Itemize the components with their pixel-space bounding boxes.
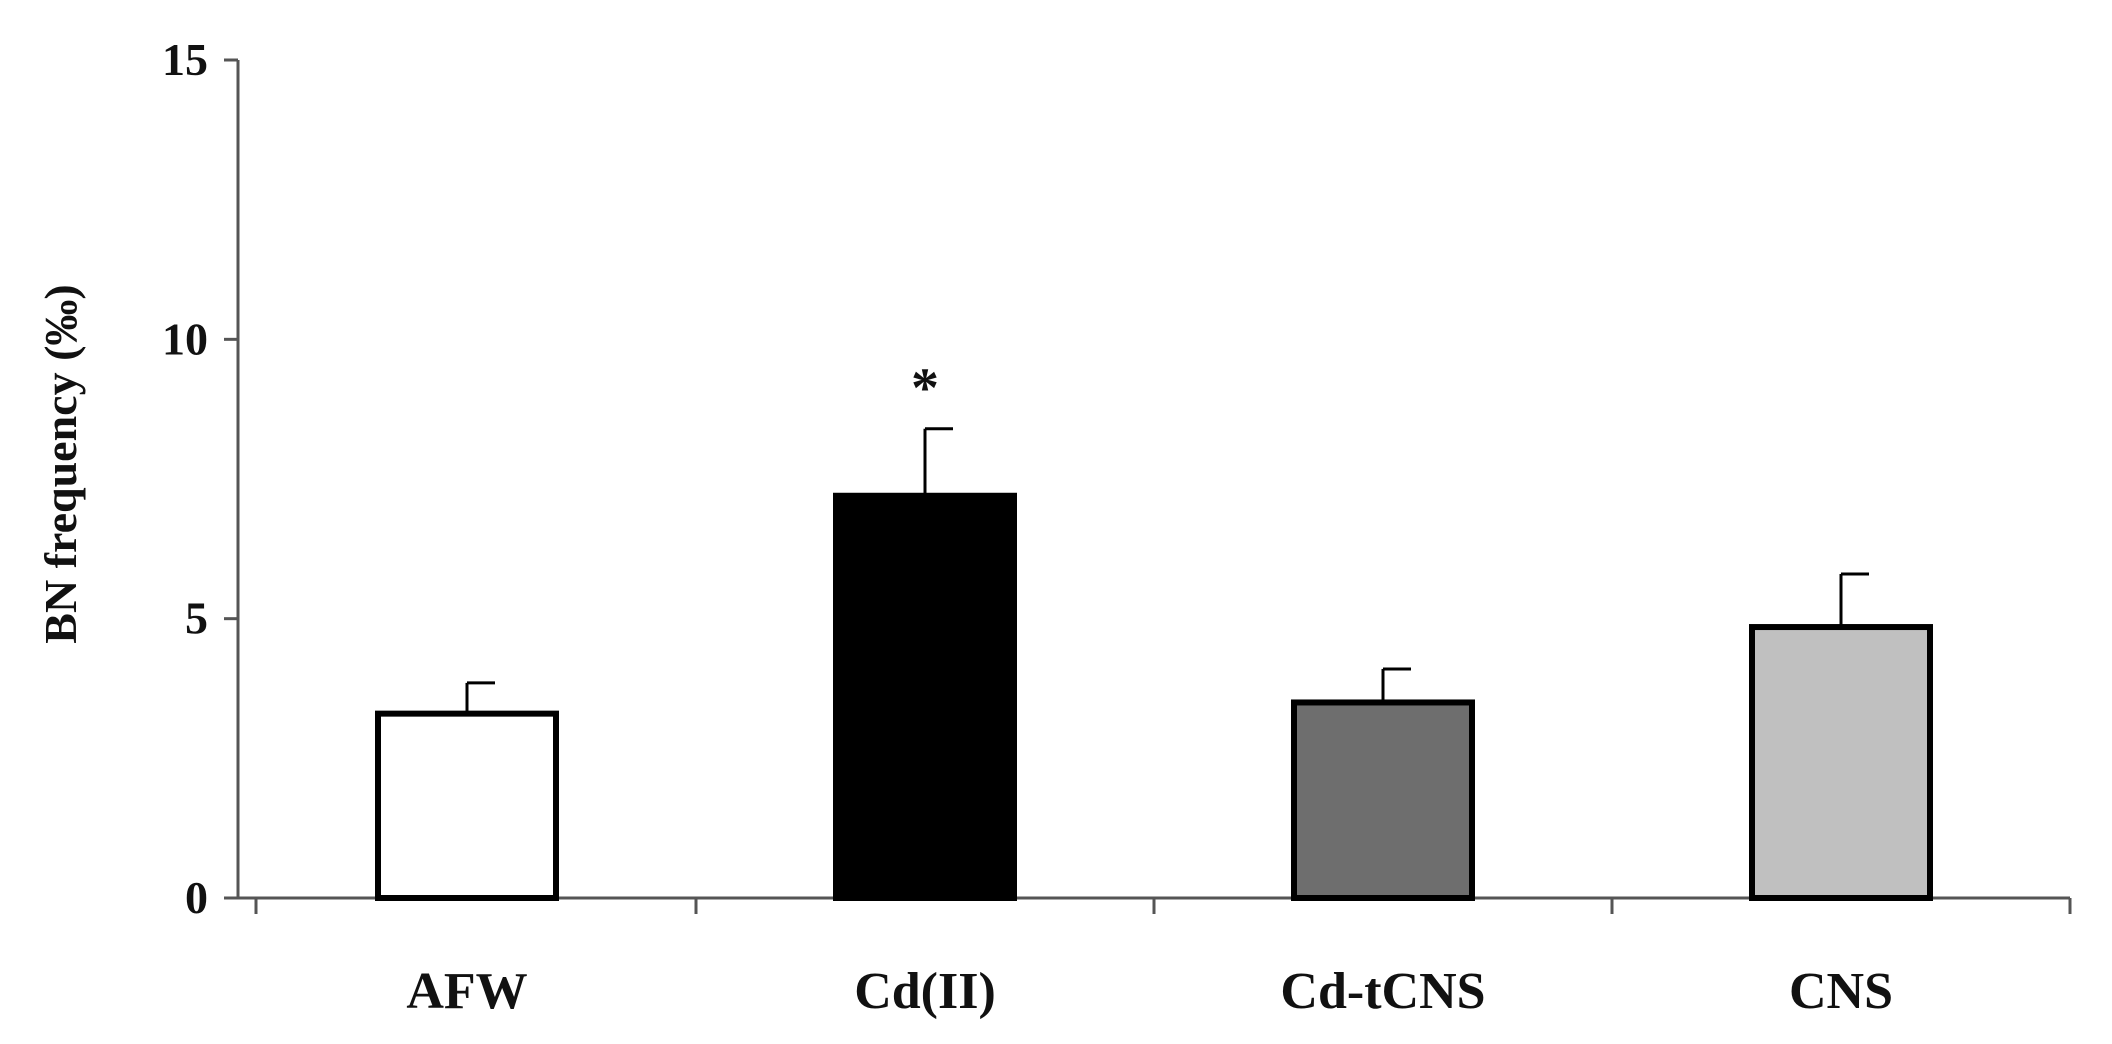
y-tick-label: 15 xyxy=(162,34,208,85)
bars xyxy=(375,492,1933,902)
bar-cd-ii- xyxy=(833,492,1017,901)
category-labels: AFW Cd(II) Cd-tCNS CNS xyxy=(406,963,1893,1020)
x-tick-label: Cd(II) xyxy=(854,963,996,1020)
y-axis: 0 5 10 15 xyxy=(162,34,240,923)
x-tick-label: AFW xyxy=(406,963,527,1020)
x-tick-label: Cd-tCNS xyxy=(1280,963,1485,1020)
x-tick-label: CNS xyxy=(1789,963,1893,1020)
error-bars xyxy=(465,427,1869,714)
bar-afw xyxy=(375,710,559,902)
significance-marker: * xyxy=(911,358,939,420)
bar-cns xyxy=(1749,624,1933,902)
y-tick-label: 5 xyxy=(185,593,208,644)
y-tick-label: 10 xyxy=(162,313,208,364)
annotations: * xyxy=(911,358,939,420)
y-tick-label: 0 xyxy=(185,872,208,923)
y-axis-title: BN frequency (‰) xyxy=(35,284,86,643)
bar-cd-tcns xyxy=(1291,699,1475,902)
